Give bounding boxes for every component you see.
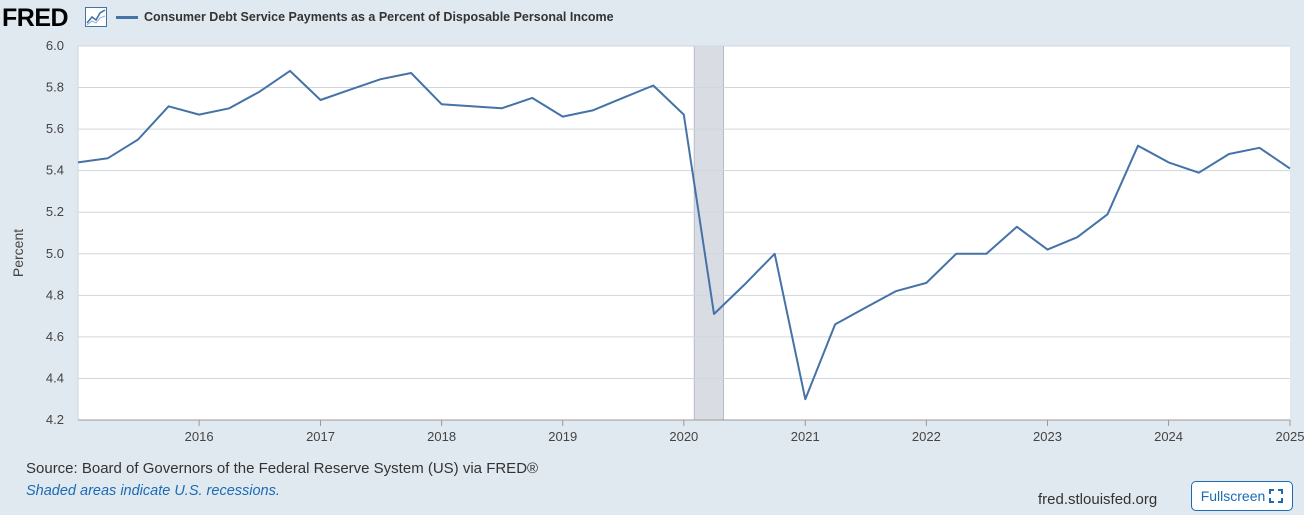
data-point[interactable] <box>740 281 748 289</box>
data-point[interactable] <box>467 102 475 110</box>
y-tick-label: 6.0 <box>46 38 64 53</box>
data-point[interactable] <box>680 111 688 119</box>
y-axis-label: Percent <box>10 229 26 277</box>
x-tick-label: 2019 <box>548 429 577 444</box>
data-point[interactable] <box>801 395 809 403</box>
series-line[interactable] <box>77 69 1291 401</box>
data-point[interactable] <box>1104 210 1112 218</box>
data-point[interactable] <box>831 320 839 328</box>
x-tick-label: 2016 <box>185 429 214 444</box>
plot-area <box>78 46 1290 420</box>
x-tick-label: 2017 <box>306 429 335 444</box>
chart-header: FRED Consumer Debt Service Payments as a… <box>0 2 1304 32</box>
chart-line-icon <box>85 7 107 27</box>
recession-band <box>693 45 724 421</box>
source-text: Source: Board of Governors of the Federa… <box>26 460 539 477</box>
data-point[interactable] <box>982 250 990 258</box>
data-point[interactable] <box>710 310 718 318</box>
x-tick-label: 2024 <box>1154 429 1183 444</box>
data-point[interactable] <box>438 100 446 108</box>
data-point[interactable] <box>892 287 900 295</box>
recession-layer <box>693 45 724 421</box>
legend-label: Consumer Debt Service Payments as a Perc… <box>144 10 614 24</box>
x-tick-label: 2022 <box>912 429 941 444</box>
data-point[interactable] <box>1073 233 1081 241</box>
data-point[interactable] <box>1255 144 1263 152</box>
data-point[interactable] <box>619 94 627 102</box>
data-point[interactable] <box>1195 169 1203 177</box>
x-tick-label: 2021 <box>791 429 820 444</box>
y-tick-label: 4.6 <box>46 329 64 344</box>
x-tick-label: 2025 <box>1276 429 1304 444</box>
data-point[interactable] <box>407 69 415 77</box>
legend: Consumer Debt Service Payments as a Perc… <box>116 7 614 27</box>
series-layer <box>74 67 1294 403</box>
data-point[interactable] <box>649 81 657 89</box>
data-point[interactable] <box>559 113 567 121</box>
fullscreen-label: Fullscreen <box>1200 488 1266 504</box>
data-point[interactable] <box>74 158 82 166</box>
data-point[interactable] <box>589 106 597 114</box>
data-point[interactable] <box>104 154 112 162</box>
x-tick-label: 2020 <box>669 429 698 444</box>
x-tick-label: 2023 <box>1033 429 1062 444</box>
data-point[interactable] <box>346 86 354 94</box>
y-tick-label: 4.8 <box>46 287 64 302</box>
data-point[interactable] <box>1134 142 1142 150</box>
fred-url[interactable]: fred.stlouisfed.org <box>1038 491 1158 508</box>
data-point[interactable] <box>1043 246 1051 254</box>
chart-svg: 6.05.85.65.45.25.04.84.64.44.2 2016 2017 2… <box>10 38 1304 444</box>
data-point[interactable] <box>1013 223 1021 231</box>
data-point[interactable] <box>195 111 203 119</box>
fred-logo[interactable]: FRED <box>2 4 69 32</box>
y-tick-label: 5.4 <box>46 163 64 178</box>
x-tick-label: 2018 <box>427 429 456 444</box>
y-tick-label: 5.2 <box>46 204 64 219</box>
data-point[interactable] <box>528 94 536 102</box>
data-point[interactable] <box>952 250 960 258</box>
x-tick-layer: 2016 2017 2018 2019 2020 2021 2022 2023 2024 2025 <box>78 419 1304 444</box>
data-point[interactable] <box>1286 165 1294 173</box>
y-tick-label: 4.2 <box>46 412 64 427</box>
data-point[interactable] <box>771 250 779 258</box>
legend-swatch <box>116 15 138 19</box>
y-tick-label: 5.0 <box>46 246 64 261</box>
data-point[interactable] <box>317 96 325 104</box>
grid-layer <box>77 45 1290 421</box>
data-point[interactable] <box>1165 158 1173 166</box>
data-point[interactable] <box>922 279 930 287</box>
y-tick-label: 4.4 <box>46 370 64 385</box>
data-point[interactable] <box>498 104 506 112</box>
data-point[interactable] <box>165 102 173 110</box>
recession-note: Shaded areas indicate U.S. recessions. <box>26 483 280 499</box>
data-point[interactable] <box>286 67 294 75</box>
fullscreen-button[interactable]: Fullscreen <box>1191 481 1293 511</box>
y-tick-label: 5.6 <box>46 121 64 136</box>
y-tick-layer: 6.0 5.8 5.6 5.4 5.2 5.0 4.8 4.6 4.4 4.2 <box>46 38 64 427</box>
data-point[interactable] <box>225 104 233 112</box>
data-point[interactable] <box>1225 150 1233 158</box>
data-point[interactable] <box>134 136 142 144</box>
data-point[interactable] <box>255 88 263 96</box>
data-point[interactable] <box>861 304 869 312</box>
data-point[interactable] <box>377 75 385 83</box>
y-tick-label: 5.8 <box>46 80 64 95</box>
expand-icon <box>1269 489 1284 503</box>
